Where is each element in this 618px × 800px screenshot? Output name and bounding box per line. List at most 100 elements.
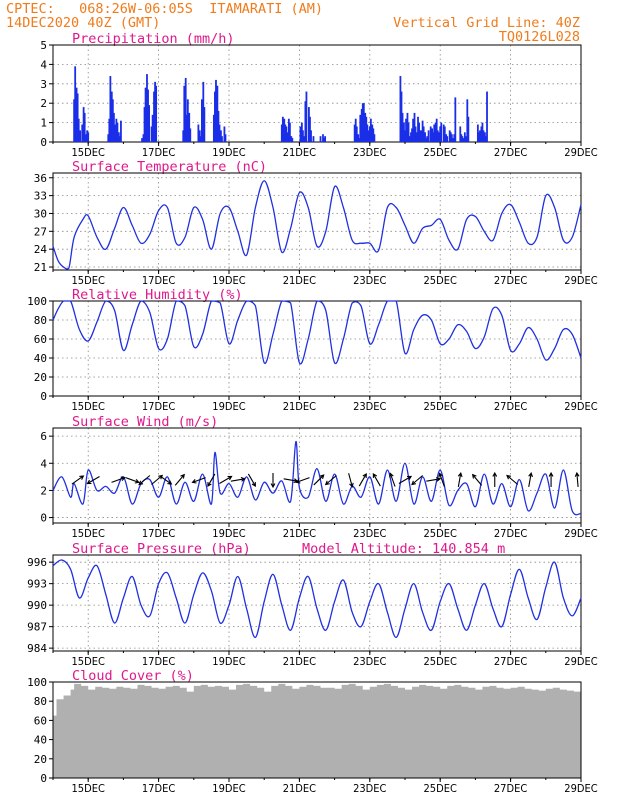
cloud-xtick-label: 19DEC [212,782,245,795]
precip-bar [310,130,312,142]
cloud-xtick-label: 21DEC [283,782,316,795]
precip-bar [81,124,84,142]
temp-ytick-label: 33 [34,190,47,203]
precip-bar [144,87,147,142]
precip-bar [108,118,111,142]
wind-arrow [219,475,233,484]
precip-xtick-label: 19DEC [212,146,245,159]
precip-bar [304,101,307,142]
precip-bar [302,130,304,142]
precip-bar [467,116,470,142]
precip-bar [285,126,288,142]
precip-bar [371,124,374,142]
precip-bar [418,122,420,142]
precip-bar [74,66,77,142]
wind-xtick-label: 27DEC [494,527,527,540]
precip-xtick-label: 15DEC [72,146,105,159]
precip-bar [199,136,202,142]
wind-panel: Surface Wind (m/s) 15DEC 17DEC 19DEC 21DEC 23… [40,414,597,540]
wind-arrow [574,471,580,488]
wind-arrow [528,471,533,487]
cloud-title: Cloud Cover (%) [72,668,194,684]
precip-bar [305,91,308,142]
precip-bar [118,136,121,142]
precip-ytick-label: 1 [40,117,47,130]
precip-bar [366,124,369,142]
precip-ytick-label: 5 [40,39,47,52]
wind-xtick-label: 21DEC [283,527,316,540]
cloud-ytick-label: 20 [34,753,47,766]
precip-bar [284,124,287,142]
pressure-series-line [52,559,582,639]
precip-bar [464,136,467,142]
precip-ytick-label: 4 [40,58,47,71]
wind-arrow [86,476,100,485]
pressure-ytick-label: 987 [27,621,47,634]
precip-bar [355,126,358,142]
precip-bar [75,87,78,142]
precip-bar [443,126,446,142]
humidity-xtick-label: 19DEC [212,400,245,413]
pressure-annotation: Model Altitude: 140.854 m [302,541,505,557]
precip-bar [216,85,219,142]
precip-bar [322,134,324,142]
precip-bar [405,118,407,142]
precip-bar [452,138,455,142]
precip-bar [484,132,486,142]
header-grid-line: Vertical Grid Line: 40Z [393,15,580,31]
precip-bar [120,120,122,142]
wind-arrow [348,473,354,488]
precip-bar [479,130,481,142]
wind-arrow [138,475,151,486]
precip-bar [87,132,90,142]
humidity-xtick-label: 25DEC [424,400,457,413]
precip-bar [459,126,462,142]
precip-ytick-label: 3 [40,78,47,91]
humidity-xtick-label: 15DEC [72,400,105,413]
wind-arrow [125,477,140,484]
precip-title: Precipitation (mm/h) [72,31,235,47]
precip-bar [360,109,363,142]
precip-bar [147,89,149,142]
precip-bar [115,118,118,142]
precip-bar [308,107,310,142]
precip-bar [481,122,484,142]
precip-bar [404,130,406,142]
precip-bar [197,124,200,142]
precip-bar [434,122,437,142]
precip-bar [429,126,432,142]
precip-bar [287,118,290,142]
wind-arrow [548,471,554,487]
wind-title: Surface Wind (m/s) [72,414,218,430]
precip-bar [154,81,156,142]
precip-bar [150,126,153,142]
precip-bar [188,112,191,142]
precip-bar [453,134,456,142]
temp-ytick-label: 30 [34,207,47,220]
precip-bar [422,126,425,142]
precip-bar [427,130,430,142]
precip-bar [79,130,82,142]
wind-series-line [52,440,582,516]
precip-bar [358,138,361,142]
precip-bar [223,126,226,142]
precip-xtick-label: 27DEC [494,146,527,159]
precip-bar [203,107,206,142]
wind-ytick-label: 0 [40,512,47,525]
precip-xtick-label: 29DEC [564,146,597,159]
wind-arrow [207,473,216,488]
precip-bar [283,118,286,142]
cloud-xtick-label: 27DEC [494,782,527,795]
cloud-ytick-label: 100 [27,676,47,689]
humidity-series-line [52,300,582,365]
humidity-xtick-label: 23DEC [353,400,386,413]
precipitation-panel: Precipitation (mm/h) 15DEC 17DEC 19DEC 21DEC… [40,31,597,159]
humidity-ytick-label: 60 [34,333,47,346]
precip-bar [426,136,429,142]
pressure-ytick-label: 984 [27,642,47,655]
precip-bar [353,124,356,142]
cloud-ytick-label: 60 [34,714,47,727]
precip-bar [76,93,79,142]
temp-xtick-label: 21DEC [283,274,316,287]
precip-bar [198,130,201,142]
